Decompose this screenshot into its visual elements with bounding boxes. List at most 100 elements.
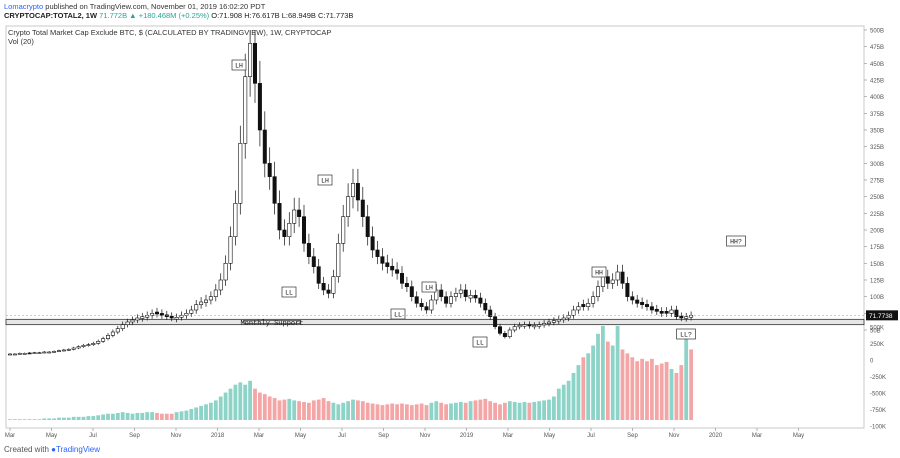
- candle-body: [336, 243, 341, 277]
- candle-body: [164, 314, 169, 317]
- volume-bar: [32, 419, 37, 420]
- volume-bar: [645, 361, 649, 420]
- volume-bar: [527, 402, 532, 420]
- candle-body: [669, 309, 674, 314]
- candle-body: [145, 315, 150, 318]
- annotation-label: LH: [235, 63, 243, 70]
- volume-bar: [556, 388, 561, 420]
- candle-body: [301, 216, 306, 244]
- annotation-box: [390, 308, 406, 320]
- volume-bar: [336, 404, 341, 420]
- price-change: 71.772B ▲ +180.468M (+0.25%): [99, 11, 210, 20]
- volume-bar: [488, 401, 493, 420]
- candle-body: [110, 331, 115, 336]
- candle-body: [130, 319, 135, 323]
- candle-body: [566, 315, 571, 319]
- volume-bar: [135, 412, 140, 420]
- volume-bar: [444, 404, 448, 420]
- candle-body: [478, 297, 483, 304]
- candle-body: [679, 315, 684, 319]
- volume-bar: [155, 412, 159, 420]
- candle-body: [253, 43, 258, 84]
- candle-body: [581, 304, 586, 307]
- volume-bar: [542, 400, 546, 420]
- volume-bar: [130, 413, 135, 420]
- support-zone-label-box: [243, 319, 301, 325]
- candle-body: [561, 317, 566, 321]
- volume-bar: [522, 401, 527, 420]
- volume-bar: [356, 400, 360, 420]
- volume-tick-label: 250K: [870, 342, 884, 348]
- candle-body: [576, 306, 581, 311]
- volume-bar: [76, 416, 81, 420]
- x-tick-label: Sep: [129, 433, 140, 439]
- volume-bar: [468, 401, 473, 420]
- volume-bar: [106, 413, 110, 420]
- candle-body: [199, 301, 204, 305]
- candle-body: [140, 316, 145, 319]
- volume-bar: [503, 402, 507, 420]
- candle-body: [542, 323, 547, 326]
- author-link[interactable]: Lomacrypto: [4, 2, 44, 11]
- y-tick-label: 150B: [870, 262, 884, 268]
- candle-body: [32, 352, 37, 354]
- candle-body: [649, 306, 654, 311]
- candle-body: [297, 209, 302, 217]
- x-tick-label: Nov: [669, 433, 680, 439]
- x-tick-label: Mar: [5, 433, 15, 439]
- volume-bar: [115, 412, 120, 420]
- volume-bar: [370, 403, 375, 420]
- candle-body: [341, 216, 346, 244]
- tradingview-logo-icon: ●: [51, 445, 56, 454]
- volume-bar: [140, 412, 145, 420]
- footer-brand[interactable]: TradingView: [55, 445, 101, 454]
- volume-tick-label: -750K: [870, 408, 886, 414]
- volume-bar: [385, 404, 390, 420]
- volume-label: Vol (20): [8, 37, 34, 46]
- candle-body: [522, 324, 527, 327]
- volume-bar: [223, 392, 228, 420]
- candle-body: [218, 279, 223, 291]
- volume-bar: [184, 410, 189, 420]
- volume-bar: [37, 419, 42, 420]
- candle-body: [507, 329, 512, 337]
- volume-bar: [566, 380, 571, 420]
- volume-bar: [209, 402, 213, 420]
- y-tick-label: 475B: [870, 45, 884, 51]
- candle-body: [272, 176, 277, 204]
- candle-body: [96, 341, 101, 344]
- volume-bar: [375, 404, 380, 420]
- candle-body: [517, 325, 522, 328]
- volume-bar: [483, 398, 488, 420]
- volume-bar: [679, 365, 684, 420]
- candle-body: [468, 295, 473, 299]
- candle-body: [169, 315, 174, 319]
- volume-bar: [297, 401, 301, 420]
- y-tick-label: 100B: [870, 295, 884, 301]
- candle-body: [208, 296, 213, 301]
- annotation-label: HH: [595, 270, 603, 277]
- annotation-box: [472, 336, 488, 348]
- candle-body: [106, 335, 111, 339]
- volume-bar: [62, 417, 66, 420]
- volume-bar: [571, 372, 576, 420]
- volume-bar: [610, 345, 615, 420]
- x-tick-label: Mar: [503, 433, 513, 439]
- candle-body: [439, 289, 444, 297]
- candle-body: [385, 262, 390, 267]
- y-tick-label: 250B: [870, 195, 884, 201]
- y-tick-label: 450B: [870, 62, 884, 68]
- volume-bar: [42, 418, 47, 420]
- candle-body: [365, 216, 370, 237]
- annotation-box: [421, 281, 437, 293]
- candle-body: [537, 324, 542, 327]
- candle-body: [66, 349, 71, 351]
- candle-body: [262, 129, 267, 164]
- candle-body: [635, 299, 640, 304]
- candle-body: [551, 320, 556, 323]
- candle-body: [395, 269, 400, 274]
- x-tick-label: Jul: [338, 433, 346, 439]
- volume-bar: [346, 401, 350, 420]
- volume-bar: [380, 405, 385, 420]
